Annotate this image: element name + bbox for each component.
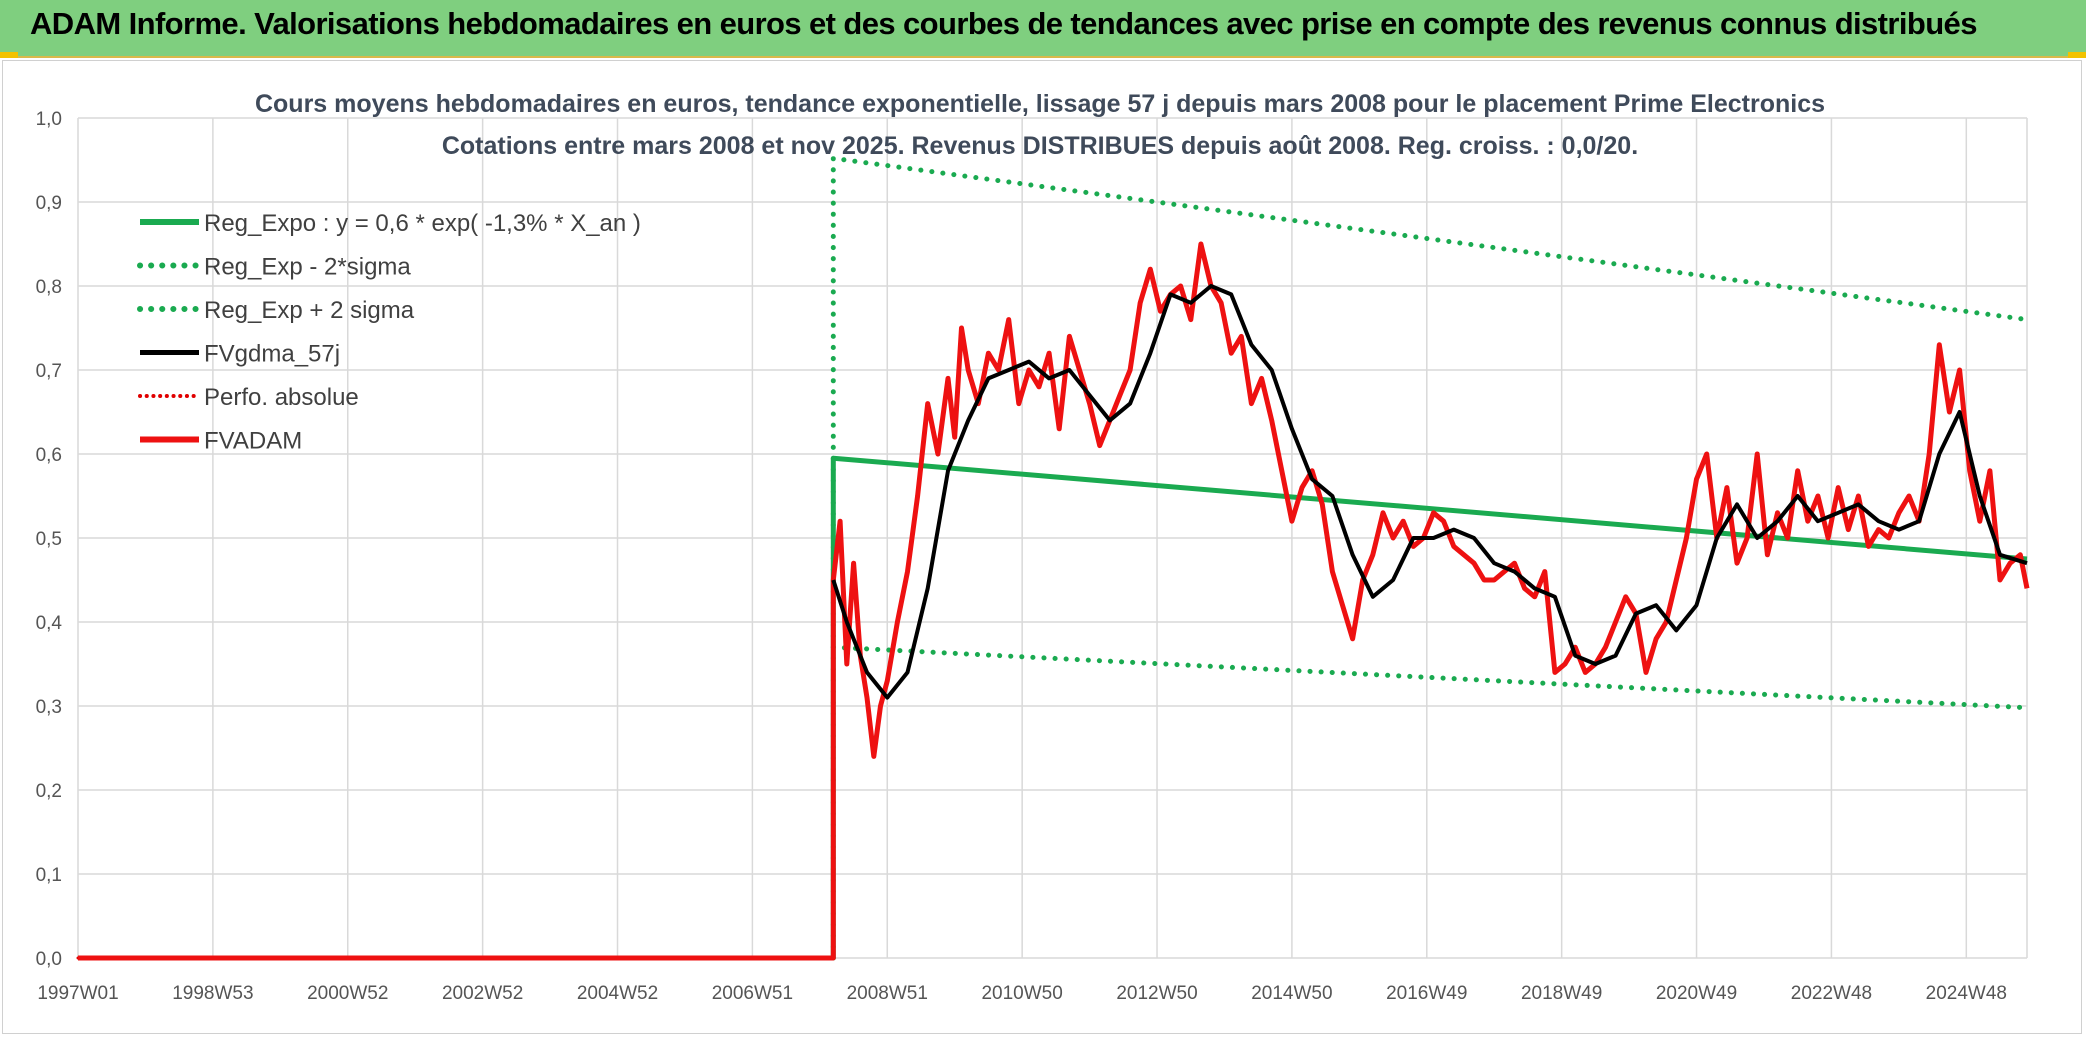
- x-tick-label: 2024W48: [1926, 983, 2007, 1004]
- y-tick-label: 0,2: [36, 781, 62, 802]
- legend-label: FVgdma_57j: [204, 341, 340, 368]
- y-tick-label: 1,0: [36, 109, 62, 130]
- x-tick-label: 2002W52: [442, 983, 523, 1004]
- y-tick-label: 0,9: [36, 193, 62, 214]
- x-tick-label: 2018W49: [1521, 983, 1602, 1004]
- x-tick-label: 2020W49: [1656, 983, 1737, 1004]
- series-line-3: [831, 284, 2028, 700]
- y-tick-label: 0,6: [36, 445, 62, 466]
- y-tick-label: 0,0: [36, 949, 62, 970]
- legend-label: Reg_Exp + 2 sigma: [204, 297, 415, 324]
- x-tick-label: 2004W52: [577, 983, 658, 1004]
- chart-series: [76, 155, 2030, 961]
- y-tick-label: 0,4: [36, 613, 63, 634]
- y-tick-label: 0,1: [36, 865, 62, 886]
- legend-label: Reg_Expo : y = 0,6 * exp( -1,3% * X_an ): [204, 210, 641, 237]
- series-line-2: [830, 155, 2030, 961]
- y-tick-label: 0,5: [36, 529, 62, 550]
- corner-mark-left: [0, 52, 18, 58]
- x-tick-label: 2014W50: [1251, 983, 1332, 1004]
- x-tick-label: 1997W01: [37, 983, 118, 1004]
- report-banner: ADAM Informe. Valorisations hebdomadaire…: [0, 0, 2086, 58]
- x-tick-label: 2006W51: [712, 983, 793, 1004]
- x-tick-label: 2000W52: [307, 983, 388, 1004]
- report-title: ADAM Informe. Valorisations hebdomadaire…: [30, 6, 1977, 41]
- legend-label: FVADAM: [204, 428, 302, 455]
- chart-title: Cours moyens hebdomadaires en euros, ten…: [255, 90, 1825, 118]
- y-tick-label: 0,7: [36, 361, 62, 382]
- y-tick-label: 0,8: [36, 277, 62, 298]
- chart-subtitle: Cotations entre mars 2008 et nov 2025. R…: [442, 132, 1638, 160]
- x-tick-label: 2010W50: [981, 983, 1062, 1004]
- x-tick-label: 2008W51: [847, 983, 928, 1004]
- legend-label: Reg_Exp - 2*sigma: [204, 254, 411, 281]
- chart-grid: [77, 117, 2028, 959]
- corner-mark-right: [2068, 52, 2086, 58]
- legend-label: Perfo. absolue: [204, 384, 359, 411]
- series-line-5: [78, 241, 2030, 961]
- x-tick-label: 2016W49: [1386, 983, 1467, 1004]
- chart-legend: Reg_Expo : y = 0,6 * exp( -1,3% * X_an )…: [137, 210, 641, 455]
- chart-frame: [2, 60, 2082, 1034]
- x-tick-label: 2012W50: [1116, 983, 1197, 1004]
- series-line-1: [830, 644, 2030, 711]
- y-tick-label: 0,3: [36, 697, 62, 718]
- x-tick-label: 2022W48: [1791, 983, 1872, 1004]
- chart-axes: 0,0 0,1 0,2 0,3 0,4 0,5 0,6 0,7 0,8 0,9 1,0 1997W01…: [36, 109, 2007, 1004]
- x-tick-label: 1998W53: [172, 983, 253, 1004]
